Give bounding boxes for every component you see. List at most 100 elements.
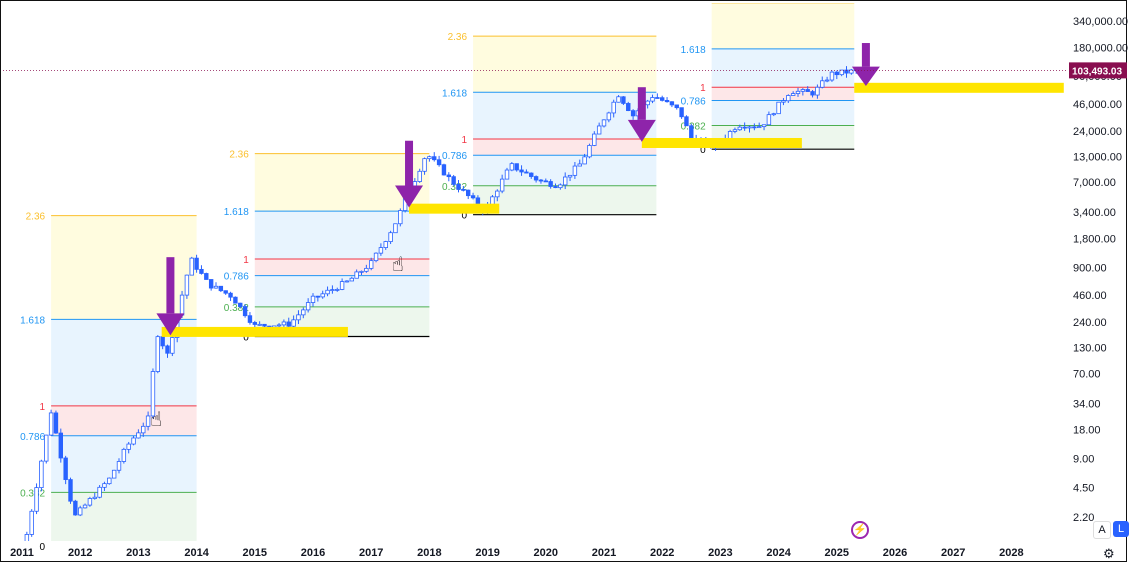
candle-body [170,337,175,354]
candle-body [747,126,752,129]
candle-body [320,293,325,298]
support-highlight-bar [161,326,348,337]
candle-body [393,223,398,234]
price-axis-label: 46,000.00 [1073,99,1122,111]
fib-label: 1.618 [442,88,467,99]
price-axis-label: 460.00 [1073,290,1107,302]
lightning-icon[interactable]: ⚡ [851,521,869,539]
candle-body [776,101,781,115]
candle-body [766,114,772,126]
candle-body [524,171,529,174]
candle-body [606,112,612,121]
price-axis-label: 240.00 [1073,317,1107,329]
time-axis-label: 2021 [592,547,616,559]
candle-body [281,321,287,326]
candle-body [160,336,165,347]
candle-body [771,113,776,116]
candle-body [417,170,422,182]
candle-body [301,309,306,316]
candle-body [78,507,83,516]
down-arrow-shaft [405,140,414,186]
candle-body [456,183,461,190]
fib-label: 0 [243,333,249,344]
candle-body [87,498,93,506]
candle-body [111,469,117,479]
time-axis-label: 2012 [68,547,92,559]
candle-body [529,172,534,177]
candle-body [839,69,844,76]
price-axis-label: 70.00 [1073,368,1101,380]
candle-body [344,280,350,283]
time-axis-label: 2025 [825,547,849,559]
fib-label: 1 [461,135,467,146]
candle-body [752,126,757,129]
candle-body [291,319,296,327]
time-axis-label: 2028 [999,547,1023,559]
candle-body [689,125,694,140]
candle-body [660,97,665,101]
candle-body [398,210,403,225]
fib-label: 1.618 [20,315,45,326]
fib-label: 1.618 [681,45,706,56]
candle-body [141,425,146,434]
candle-body [364,267,369,272]
candle-body [504,169,510,180]
candle-body [601,119,607,127]
candle-body [286,321,291,327]
candle-body [533,176,539,181]
down-arrow-shaft [166,257,175,314]
candle-body [655,97,660,99]
candle-body [150,371,156,417]
candle-body [567,174,573,178]
candle-body [238,302,243,307]
candle-body [727,131,733,139]
candle-body [490,196,495,205]
candle-body [499,178,505,192]
candle-body [68,479,73,502]
candle-body [820,80,825,88]
candle-body [339,281,345,290]
auto-scale-button[interactable]: A [1093,521,1111,539]
log-scale-button[interactable]: L [1113,521,1129,537]
fib-zone-0-2 [51,405,197,436]
candle-body [422,158,427,172]
candle-body [233,296,238,304]
fib-label: 0.382 [224,303,249,314]
down-arrow-head [395,185,424,208]
candle-body [558,184,563,189]
candle-body [155,336,160,372]
candle-body [829,71,835,81]
fib-label: 0 [40,542,46,553]
candle-body [252,322,257,325]
candle-body [630,110,636,117]
time-axis-label: 2026 [883,547,907,559]
price-axis-label: 1,800.00 [1073,234,1116,246]
candle-body [553,186,558,189]
candle-body [495,190,500,198]
candle-body [349,277,354,282]
candle-body [315,295,321,298]
candle-body [737,126,742,131]
candle-body [257,323,262,326]
candle-body [786,95,791,102]
support-highlight-bar [641,137,802,148]
candle-body [563,176,568,186]
candle-body [213,285,219,289]
candle-body [73,500,78,516]
candle-body [621,96,626,104]
fib-label: 0.382 [442,182,467,193]
candle-body [310,295,316,303]
time-axis-label: 2020 [534,547,558,559]
price-axis-label: 4.50 [1073,482,1094,494]
candle-body [572,165,578,176]
time-axis-label: 2018 [417,547,441,559]
candle-body [218,285,224,292]
candle-body [616,96,621,103]
gear-icon[interactable]: ⚙ [1103,546,1115,561]
candle-body [582,156,587,165]
candle-body [165,345,170,354]
candle-body [276,324,282,327]
candle-body [184,274,190,296]
